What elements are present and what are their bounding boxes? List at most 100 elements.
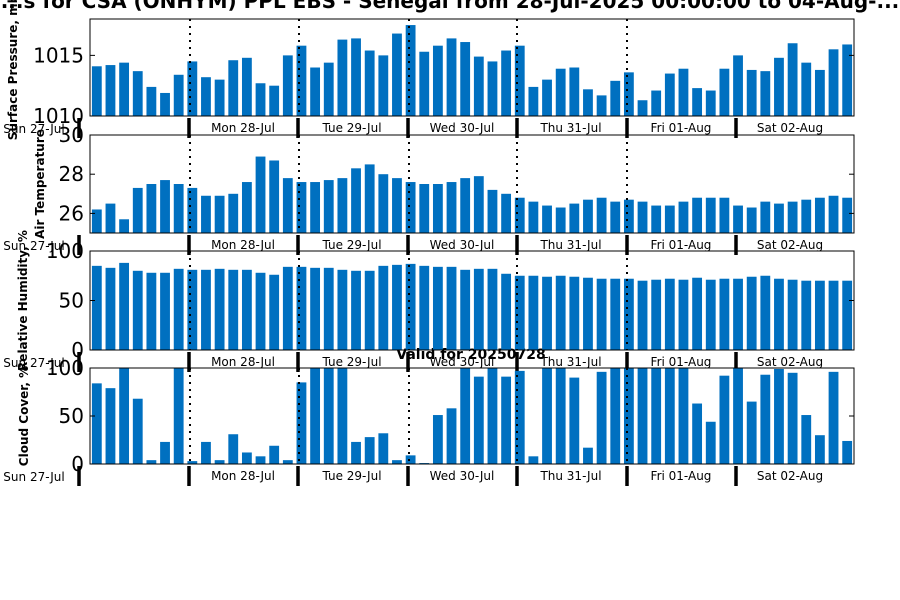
data-bar [746, 207, 757, 233]
data-bar [201, 77, 211, 116]
plot-frame [89, 134, 855, 234]
data-bar [637, 100, 648, 116]
data-bar [583, 447, 593, 464]
x-tick-label: Fri 01-Aug [651, 355, 712, 369]
data-bar [473, 56, 484, 116]
data-bar [460, 269, 471, 350]
data-bar [432, 415, 443, 464]
data-bar [432, 45, 443, 116]
data-bar [241, 269, 252, 350]
data-bar [542, 368, 552, 464]
x-tick-label: Tue 29-Jul [321, 121, 381, 135]
data-bar [392, 264, 402, 350]
data-bar [542, 205, 552, 233]
data-bar [460, 178, 471, 233]
data-bar [842, 440, 853, 464]
data-bar [678, 279, 689, 350]
data-bar [460, 368, 471, 464]
data-bar [310, 182, 321, 233]
data-bar [514, 275, 525, 350]
data-bar [569, 276, 580, 350]
data-bar [487, 368, 498, 464]
data-bar [487, 61, 498, 116]
data-bar [105, 388, 116, 464]
data-bar [405, 182, 416, 233]
data-bar [146, 460, 157, 464]
data-bar [801, 62, 812, 116]
data-bar [173, 184, 184, 233]
x-tick-label: Sat 02-Aug [757, 121, 823, 135]
x-tick-label: Thu 31-Jul [539, 238, 601, 252]
data-bar [692, 403, 703, 464]
y-tick-label: 0 [71, 338, 84, 362]
data-bar [378, 433, 389, 464]
data-bar [173, 74, 184, 116]
data-bar [705, 421, 716, 464]
data-bar [528, 275, 539, 350]
data-bar [146, 86, 157, 116]
data-bar [241, 57, 252, 116]
data-bar [119, 219, 130, 233]
data-bar [323, 368, 334, 464]
data-bar [91, 66, 102, 116]
data-bar [501, 50, 512, 116]
y-axis-label: Relative Humidity, % [16, 230, 30, 371]
data-bar [787, 201, 798, 233]
data-bar [733, 205, 743, 233]
x-tick-label: Sat 02-Aug [757, 469, 823, 483]
data-bar [787, 279, 798, 350]
data-bar [269, 274, 280, 350]
data-bar [282, 266, 293, 350]
data-bar [828, 195, 839, 233]
x-tick-label: Fri 01-Aug [651, 469, 712, 483]
x-tick-label: Sun 27-Jul [3, 470, 64, 484]
data-bar [296, 182, 307, 233]
data-bar [705, 279, 716, 350]
data-bar [337, 368, 348, 464]
data-bar [351, 168, 361, 233]
data-bar [269, 85, 280, 116]
data-bar [132, 398, 143, 464]
data-bar [282, 55, 293, 117]
data-bar [651, 368, 662, 464]
x-tick-label: Mon 28-Jul [211, 469, 275, 483]
data-bar [828, 280, 839, 350]
data-bar [787, 372, 798, 464]
data-bar [282, 460, 293, 464]
data-bar [801, 415, 812, 464]
data-bar [255, 272, 266, 350]
data-bar [160, 180, 170, 233]
data-bar [378, 265, 389, 350]
chart-panels: 1010 1015 Sun 27-Jul Mon 28-Jul Tue 29-Jul We… [3, 0, 855, 486]
data-bar [323, 180, 334, 233]
data-bar [214, 195, 225, 233]
x-tick-label: Thu 31-Jul [539, 355, 601, 369]
data-bar [119, 62, 130, 116]
x-tick-label: Wed 30-Jul [430, 121, 495, 135]
data-bar [119, 262, 130, 350]
data-bar [351, 441, 361, 464]
data-bar [596, 95, 607, 116]
data-bar [419, 265, 430, 350]
data-bar [610, 80, 621, 116]
data-bar [746, 276, 757, 350]
y-tick-label: 30 [59, 123, 84, 147]
data-bar [733, 368, 743, 464]
data-bar [814, 435, 825, 464]
data-bar [651, 279, 662, 350]
data-bar [678, 368, 689, 464]
data-bar [664, 205, 675, 233]
data-bar [364, 50, 375, 116]
data-bar [542, 79, 552, 117]
data-bar [733, 55, 743, 117]
data-bar [555, 68, 566, 116]
data-bar [514, 370, 525, 464]
data-bar [692, 88, 703, 116]
data-bar [337, 178, 348, 233]
data-bar [296, 382, 307, 464]
data-bar [432, 184, 443, 233]
data-bar [392, 460, 402, 464]
data-bar [569, 67, 580, 116]
data-bar [91, 265, 102, 350]
